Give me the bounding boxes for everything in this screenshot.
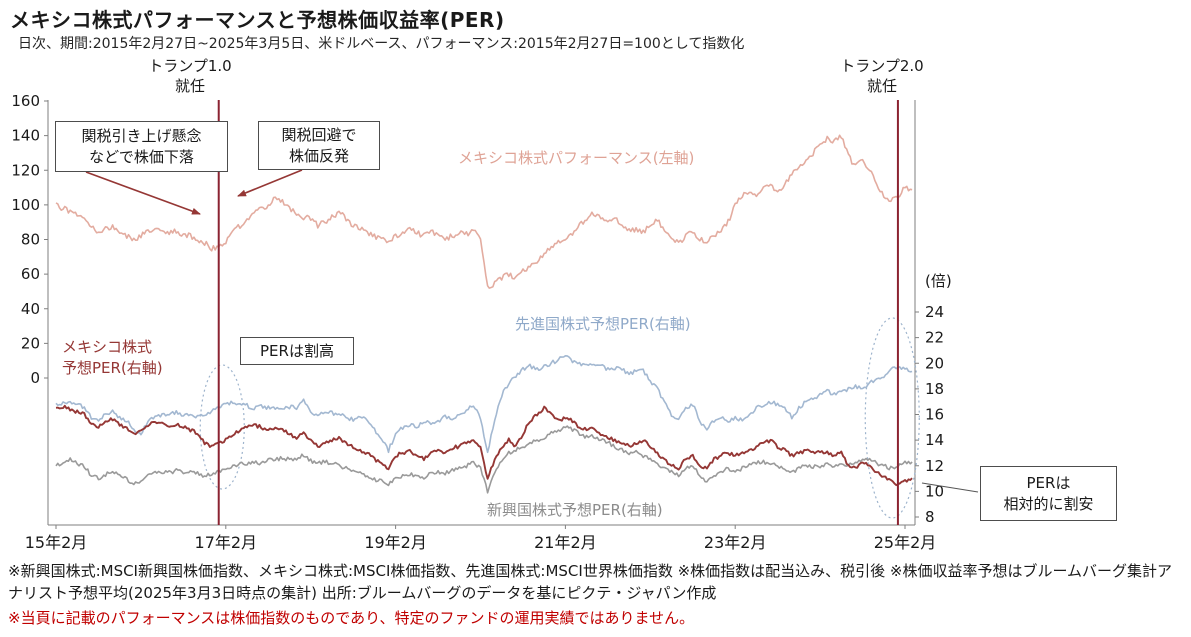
svg-text:10: 10 [925, 482, 944, 500]
svg-text:12: 12 [925, 457, 944, 475]
callout-tariff-concern-line2: などで株価下落 [89, 147, 194, 166]
series-label-mexico-per-line2: 予想PER(右軸) [62, 359, 163, 377]
svg-text:140: 140 [11, 127, 40, 145]
callout-tariff-avoid-line1: 関税回避で [281, 125, 357, 144]
callout-per-expensive: PERは割高 [240, 337, 354, 365]
event-label-trump2-line2: 就任 [866, 77, 897, 95]
event-label-trump1-line2: 就任 [174, 77, 205, 95]
series-label-developed-per: 先進国株式予想PER(右軸) [515, 315, 691, 333]
arrow-tariff-avoid [237, 169, 303, 197]
svg-text:14: 14 [925, 431, 944, 449]
svg-text:22: 22 [925, 329, 944, 347]
svg-text:25年2月: 25年2月 [874, 533, 937, 552]
event-label-trump2-line1: トランプ2.0 [840, 57, 924, 75]
callout-tariff-concern: 関税引き上げ懸念 などで株価下落 [55, 121, 228, 172]
callout-per-expensive-text: PERは割高 [260, 341, 334, 360]
svg-text:60: 60 [21, 265, 40, 283]
event-label-trump1: トランプ1.0 就任 [130, 56, 250, 96]
series-label-emerging-per: 新興国株式予想PER(右軸) [487, 501, 663, 519]
callout-tariff-concern-line1: 関税引き上げ懸念 [81, 126, 202, 145]
callout-per-cheap-line1: PERは [1026, 473, 1071, 492]
callout-per-cheap-line2: 相対的に割安 [1003, 494, 1094, 513]
svg-text:8: 8 [925, 508, 935, 526]
svg-text:19年2月: 19年2月 [364, 533, 427, 552]
svg-text:24: 24 [925, 303, 944, 321]
svg-text:40: 40 [21, 300, 40, 318]
svg-text:20: 20 [21, 334, 40, 352]
svg-text:(倍): (倍) [925, 272, 952, 290]
svg-text:160: 160 [11, 92, 40, 110]
arrow-tariff-concern [85, 171, 201, 215]
footnote-source: ※新興国株式:MSCI新興国株価指数、メキシコ株式:MSCI株価指数、先進国株式… [8, 562, 1173, 602]
leader-line-per-cheap [921, 482, 979, 493]
series-label-performance: メキシコ株式パフォーマンス(左軸) [458, 149, 695, 167]
svg-text:18: 18 [925, 380, 944, 398]
series-label-mexico-per-line1: メキシコ株式 [62, 338, 153, 356]
page-title: メキシコ株式パフォーマンスと予想株価収益率(PER) [10, 8, 505, 32]
callout-tariff-avoid: 関税回避で 株価反発 [258, 121, 380, 170]
svg-text:23年2月: 23年2月 [704, 533, 767, 552]
event-label-trump2: トランプ2.0 就任 [822, 56, 942, 96]
svg-text:17年2月: 17年2月 [195, 533, 258, 552]
svg-text:100: 100 [11, 196, 40, 214]
svg-text:0: 0 [30, 369, 40, 387]
event-label-trump1-line1: トランプ1.0 [148, 57, 232, 75]
svg-text:16: 16 [925, 406, 944, 424]
callout-tariff-avoid-line2: 株価反発 [288, 146, 349, 165]
callout-per-cheap: PERは 相対的に割安 [980, 466, 1117, 521]
svg-text:21年2月: 21年2月 [534, 533, 597, 552]
svg-text:120: 120 [11, 161, 40, 179]
chart-subtitle: 日次、期間:2015年2月27日~2025年3月5日、米ドルベース、パフォーマン… [18, 36, 745, 52]
svg-text:80: 80 [21, 231, 40, 249]
svg-text:15年2月: 15年2月 [25, 533, 88, 552]
svg-text:20: 20 [925, 354, 944, 372]
footnote-warning: ※当頁に記載のパフォーマンスは株価指数のものであり、特定のファンドの運用実績では… [8, 609, 695, 627]
